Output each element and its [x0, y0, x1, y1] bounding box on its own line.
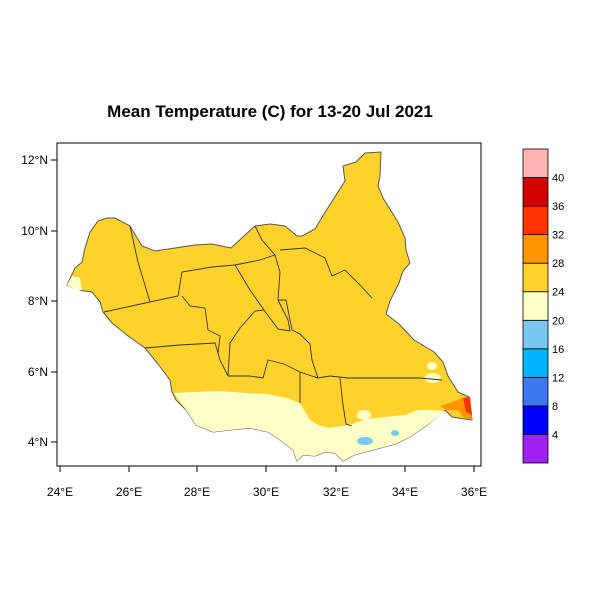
legend-label: 36: [552, 201, 564, 213]
legend-swatch: [522, 291, 549, 321]
legend-label: 20: [552, 315, 564, 327]
lat-ticks: [51, 159, 57, 443]
lon-tick-label: 30°E: [253, 485, 279, 499]
legend-label: 40: [552, 173, 564, 185]
legend-swatch: [522, 376, 549, 407]
band-32-36-east: [463, 397, 472, 415]
lat-tick-label: 6°N: [28, 365, 48, 379]
band-20-24-blob-north: [427, 362, 437, 370]
legend-swatch: [522, 234, 549, 264]
state-boundaries: [103, 225, 443, 427]
lon-tick-label: 32°E: [323, 485, 349, 499]
band-20-24-blob-mid: [357, 410, 371, 420]
band-20-24-west: [67, 276, 82, 291]
lon-tick-label: 34°E: [392, 485, 418, 499]
lon-tick-label: 26°E: [116, 485, 142, 499]
legend-swatch: [522, 348, 549, 378]
legend-label: 24: [552, 287, 564, 299]
lat-tick-label: 8°N: [28, 294, 48, 308]
lat-tick-label: 12°N: [21, 153, 48, 167]
band-16-20-spot-1: [357, 437, 373, 445]
legend-label: 4: [552, 429, 558, 441]
lon-tick-label: 24°E: [47, 485, 73, 499]
lat-tick-label: 10°N: [21, 224, 48, 238]
band-28-32-east: [440, 397, 472, 420]
legend-swatch: [522, 319, 549, 350]
band-20-24-blob-east: [425, 373, 441, 383]
map-frame: [56, 142, 482, 467]
legend-label: 8: [552, 401, 558, 413]
legend-swatch: [522, 148, 549, 178]
legend-swatch: [522, 262, 549, 293]
band-16-20-spot-2: [391, 430, 399, 436]
lon-tick-labels: 24°E 26°E 28°E 30°E 32°E 34°E 36°E: [47, 485, 487, 499]
color-legend: 4 8 12 16 20 24 28 32 36 40: [522, 148, 564, 464]
legend-label: 12: [552, 372, 564, 384]
map-title: Mean Temperature (C) for 13-20 Jul 2021: [107, 102, 433, 121]
lat-tick-label: 4°N: [28, 435, 48, 449]
lat-tick-labels: 4°N 6°N 8°N 10°N 12°N: [21, 153, 48, 449]
lon-tick-label: 36°E: [461, 485, 487, 499]
legend-swatch: [522, 434, 549, 464]
legend-swatch: [522, 177, 549, 207]
lon-tick-label: 28°E: [184, 485, 210, 499]
legend-label: 28: [552, 258, 564, 270]
legend-swatch: [522, 405, 549, 435]
band-20-24-south: [174, 391, 445, 461]
lon-ticks: [59, 466, 475, 472]
legend-label: 32: [552, 230, 564, 242]
legend-label: 16: [552, 344, 564, 356]
legend-swatch: [522, 205, 549, 236]
